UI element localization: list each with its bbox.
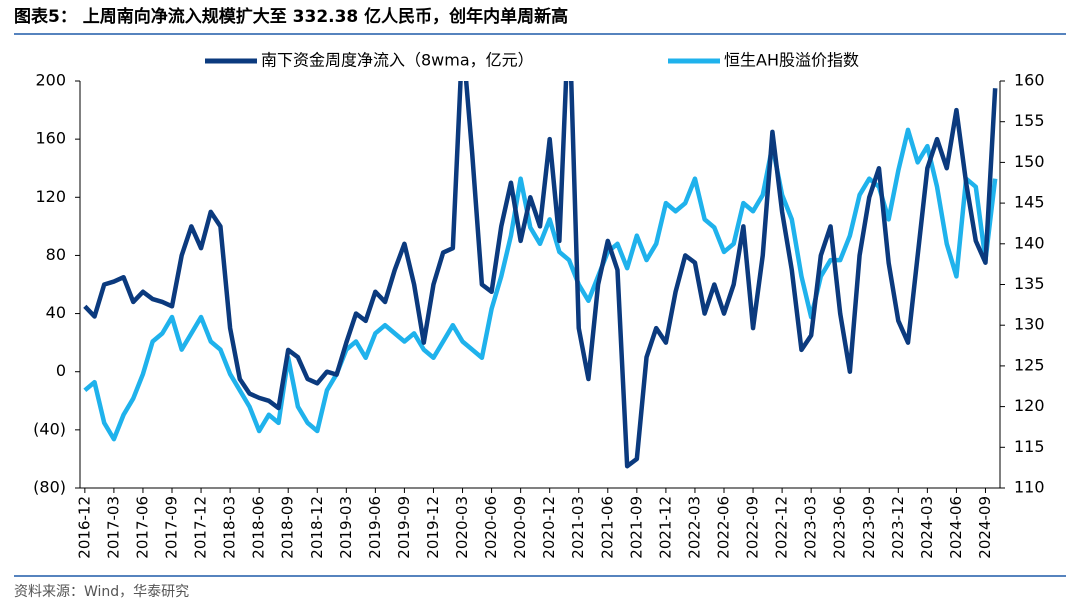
y2-tick-label: 120	[1014, 396, 1045, 415]
y-tick-label: 0	[56, 361, 66, 380]
x-tick-label: 2022-12	[773, 496, 791, 559]
x-tick-label: 2022-06	[715, 496, 733, 559]
x-tick-label: 2018-12	[308, 496, 326, 559]
y2-tick-label: 130	[1014, 315, 1045, 334]
x-tick-label: 2022-03	[685, 496, 703, 559]
x-tick-label: 2021-09	[627, 496, 645, 559]
y-tick-label: 80	[46, 245, 66, 264]
y-tick-label: 40	[46, 303, 66, 322]
y-tick-label: (40)	[33, 419, 66, 438]
x-tick-label: 2020-03	[453, 496, 471, 559]
y-tick-label: 200	[35, 71, 66, 90]
x-tick-label: 2019-03	[337, 496, 355, 559]
x-tick-label: 2018-06	[250, 496, 268, 559]
y2-tick-label: 145	[1014, 193, 1045, 212]
plot-area	[83, 81, 998, 469]
y-tick-label: 160	[35, 129, 66, 148]
x-tick-label: 2017-03	[104, 496, 122, 559]
x-tick-label: 2021-12	[656, 496, 674, 559]
y2-tick-label: 110	[1014, 478, 1045, 497]
x-tick-label: 2020-09	[511, 496, 529, 559]
y-tick-label: (80)	[33, 478, 66, 497]
x-tick-label: 2022-09	[744, 496, 762, 559]
x-tick-label: 2023-12	[889, 496, 907, 559]
y2-tick-label: 160	[1014, 71, 1045, 90]
x-tick-label: 2017-12	[192, 496, 210, 559]
y2-tick-label: 155	[1014, 111, 1045, 130]
x-tick-label: 2023-06	[831, 496, 849, 559]
x-tick-label: 2024-06	[947, 496, 965, 559]
legend-label: 南下资金周度净流入（8wma，亿元）	[261, 51, 534, 70]
legend-label: 恒生AH股溢价指数	[724, 51, 859, 70]
x-tick-label: 2023-03	[802, 496, 820, 559]
y2-tick-label: 150	[1014, 152, 1045, 171]
x-tick-label: 2017-09	[163, 496, 181, 559]
y-tick-label: 120	[35, 187, 66, 206]
x-tick-label: 2020-06	[482, 496, 500, 559]
x-tick-label: 2020-12	[540, 496, 558, 559]
series-line	[83, 127, 998, 442]
x-tick-label: 2018-03	[221, 496, 239, 559]
chart-title: 图表5： 上周南向净流入规模扩大至 332.38 亿人民币，创年内单周新高	[14, 6, 568, 27]
x-tick-label: 2021-06	[598, 496, 616, 559]
series-line	[83, 81, 998, 469]
x-tick-label: 2019-06	[366, 496, 384, 559]
y2-tick-label: 115	[1014, 437, 1045, 456]
x-tick-label: 2016-12	[75, 496, 93, 559]
x-tick-label: 2024-03	[918, 496, 936, 559]
y2-tick-label: 135	[1014, 274, 1045, 293]
x-tick-label: 2017-06	[133, 496, 151, 559]
y2-tick-label: 125	[1014, 355, 1045, 374]
x-tick-label: 2018-09	[279, 496, 297, 559]
x-tick-label: 2019-12	[424, 496, 442, 559]
x-tick-label: 2024-09	[976, 496, 994, 559]
x-tick-label: 2023-09	[860, 496, 878, 559]
y2-tick-label: 140	[1014, 233, 1045, 252]
x-tick-label: 2019-09	[395, 496, 413, 559]
source: 资料来源：Wind，华泰研究	[14, 584, 189, 600]
x-tick-label: 2021-03	[569, 496, 587, 559]
